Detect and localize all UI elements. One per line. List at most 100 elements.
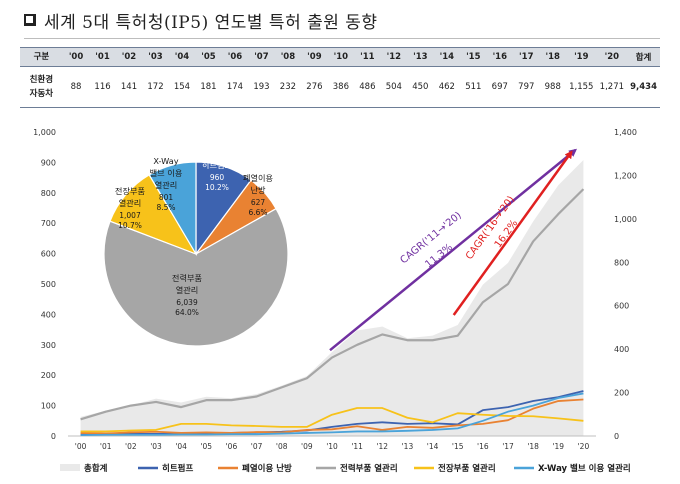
y-tick-label-left: 200 [41, 371, 56, 380]
table-cell: 450 [407, 66, 434, 108]
table-header-row: 구분 '00'01'02'03'04'05'06'07'08'09'10'11 '… [20, 47, 660, 67]
x-tick-label: '04 [175, 442, 187, 451]
y-tick-label-right: 600 [614, 302, 629, 311]
table-cell: 154 [168, 66, 196, 108]
checkbox-square-icon [24, 14, 36, 26]
legend-swatch [60, 464, 80, 471]
y-tick-label-left: 600 [41, 250, 56, 259]
x-tick-label: '09 [301, 442, 313, 451]
x-tick-label: '08 [276, 442, 288, 451]
pie-count: 801 [159, 193, 174, 202]
legend-label: 총합계 [84, 463, 108, 474]
y-tick-label-left: 0 [51, 432, 56, 441]
table-cell: 1,155 [566, 66, 597, 108]
cagr-arrow-purple [329, 148, 577, 352]
cagr-arrow-red [452, 150, 573, 316]
pie-label: 열관리 [119, 198, 142, 208]
table-header-year: '06 [221, 47, 249, 67]
pie-label: 열관리 [155, 180, 178, 190]
title-row: 세계 5대 특허청(IP5) 연도별 특허 출원 동향 [24, 8, 378, 33]
pie-count: 627 [251, 198, 266, 207]
pie-slice-3 [103, 207, 289, 347]
x-tick-label: '01 [100, 442, 112, 451]
table-cell: 504 [380, 66, 408, 108]
table-header-year: '07 [248, 47, 275, 67]
table-header-year: '15 [460, 47, 487, 67]
table-header-year: '13 [407, 47, 434, 67]
table-row-label: 친환경 자동차 [20, 66, 63, 108]
table-header-year: '19 [566, 47, 597, 67]
table-header-year: '16 [486, 47, 514, 67]
table-header-total: 합계 [627, 47, 660, 67]
legend-label: 폐열이용 난방 [242, 463, 292, 474]
table-header-year: '05 [195, 47, 222, 67]
pie-label: 폐열이용 [243, 173, 274, 183]
table-header-year: '09 [301, 47, 328, 67]
pie-label: 히트펌프 [202, 160, 233, 170]
y-tick-label-right: 1,200 [614, 171, 637, 180]
table-cell: 116 [89, 66, 116, 108]
table-header-year: '00 [62, 47, 90, 67]
table-header-year: '08 [274, 47, 302, 67]
y-tick-label-left: 1,000 [33, 128, 56, 137]
table-header-year: '10 [327, 47, 355, 67]
y-tick-label-right: 400 [614, 345, 629, 354]
y-tick-label-left: 700 [41, 219, 56, 228]
table-cell: 276 [301, 66, 328, 108]
pie-pct: 10.2% [205, 183, 229, 192]
x-tick-label: '00 [75, 442, 87, 451]
table-header-year: '01 [89, 47, 116, 67]
table-cell: 172 [142, 66, 169, 108]
x-tick-label: '15 [452, 442, 464, 451]
table-header-year: '17 [513, 47, 540, 67]
x-tick-label: '05 [200, 442, 212, 451]
y-tick-label-right: 1,000 [614, 215, 637, 224]
y-tick-label-left: 400 [41, 310, 56, 319]
pie-label: 전력부품 [172, 273, 203, 283]
x-tick-label: '11 [351, 442, 363, 451]
table-cell: 511 [460, 66, 487, 108]
y-tick-label-right: 200 [614, 389, 629, 398]
table-header-year: '11 [354, 47, 381, 67]
table-cell: 386 [327, 66, 355, 108]
table-cell: 141 [115, 66, 143, 108]
y-tick-label-right: 1,400 [614, 128, 637, 137]
series-area-total [80, 160, 584, 437]
x-tick-label: '07 [251, 442, 263, 451]
pie-count: 6,039 [176, 298, 198, 307]
table-header-year: '02 [115, 47, 143, 67]
y-tick-label-left: 800 [41, 189, 56, 198]
legend-label: 전장부품 열관리 [438, 463, 496, 474]
table-cell-total: 9,434 [627, 66, 660, 108]
table-header-year: '12 [380, 47, 408, 67]
table-cell: 988 [539, 66, 566, 108]
table-header-year: '18 [539, 47, 566, 67]
x-tick-label: '18 [527, 442, 539, 451]
table-cell: 174 [221, 66, 249, 108]
table-cell: 88 [62, 66, 90, 108]
table-cell: 486 [354, 66, 381, 108]
table-cell: 797 [513, 66, 540, 108]
table-header-year: '14 [433, 47, 461, 67]
y-tick-label-left: 500 [41, 280, 56, 289]
legend-label: 전력부품 열관리 [340, 463, 398, 474]
pie-count: 1,007 [119, 211, 141, 220]
x-tick-label: '02 [125, 442, 137, 451]
pie-label: X-Way [153, 156, 178, 166]
pie-slice-5 [148, 161, 197, 257]
pie-pct: 8.5% [156, 203, 175, 212]
x-tick-label: '03 [150, 442, 162, 451]
x-tick-label: '20 [578, 442, 590, 451]
x-tick-label: '10 [326, 442, 338, 451]
pie-label: 밸브 이용 [150, 168, 183, 178]
table-cell: 232 [274, 66, 302, 108]
table-header-year: '04 [168, 47, 196, 67]
series-line-1 [80, 390, 584, 436]
legend-label: X-Way 밸브 이용 열관리 [538, 463, 631, 474]
title-divider [24, 38, 660, 39]
table-row: 친환경 자동차 88 116 141 172 154 181 174 193 232 276 386 4… [20, 66, 660, 108]
table-cell: 181 [195, 66, 222, 108]
table-header-label: 구분 [20, 47, 63, 67]
series-line-5 [80, 392, 584, 436]
patent-trend-chart: 0 100 200 300 400 500 600 700 800 900 1,000 0 200 400… [33, 128, 637, 474]
